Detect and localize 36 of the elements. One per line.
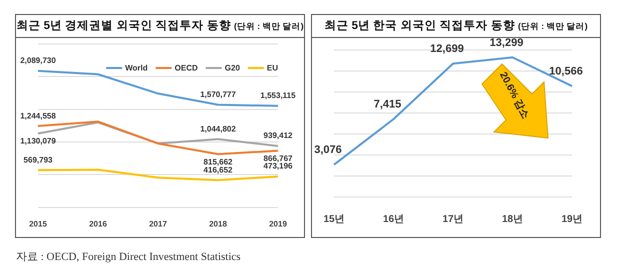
data-label: 13,299 <box>490 36 524 49</box>
data-label: 416,652 <box>204 165 234 174</box>
chart-subtitle: (단위 : 백만 달러) <box>234 21 304 31</box>
data-label: 1,130,079 <box>20 136 56 146</box>
chart-title: 최근 5년 한국 외국인 직접투자 동향 <box>324 20 515 32</box>
data-label: 815,662 <box>204 157 234 166</box>
chart-title: 최근 5년 경제권별 외국인 직접투자 동향 <box>16 20 231 32</box>
x-tick-label: 2017 <box>149 219 168 228</box>
x-tick-label: 2016 <box>89 219 108 228</box>
data-label: 1,570,777 <box>200 90 236 99</box>
data-label: 866,767 <box>264 154 294 163</box>
data-label: 12,699 <box>430 43 464 56</box>
data-label: 2,089,730 <box>20 56 56 66</box>
data-label: 939,412 <box>264 131 294 140</box>
data-label: 3,076 <box>314 144 342 156</box>
x-tick-label: 15년 <box>323 214 345 225</box>
x-tick-label: 2015 <box>29 219 48 228</box>
text: 자료 : OECD, Foreign Direct Investment Statistics <box>16 250 241 264</box>
legend-label: G20 <box>224 64 240 73</box>
x-tick-label: 18년 <box>502 214 524 225</box>
x-tick-label: 19년 <box>561 214 583 225</box>
data-label: 569,793 <box>24 155 54 164</box>
data-label: 1,553,115 <box>260 91 296 100</box>
x-tick-label: 17년 <box>442 214 464 225</box>
data-label: 1,244,558 <box>20 111 56 120</box>
legend-label: EU <box>266 64 278 73</box>
legend-label: OECD <box>174 64 198 73</box>
data-label: 10,566 <box>549 66 583 78</box>
x-tick-label: 2019 <box>269 219 288 228</box>
data-label: 473,196 <box>264 162 294 171</box>
data-label: 7,415 <box>374 98 402 111</box>
x-tick-label: 16년 <box>382 214 404 225</box>
x-tick-label: 2018 <box>209 219 228 228</box>
legend-label: World <box>125 64 148 73</box>
data-label: 1,044,802 <box>200 124 236 134</box>
chart-subtitle: (단위 : 백만 달러) <box>518 21 588 31</box>
